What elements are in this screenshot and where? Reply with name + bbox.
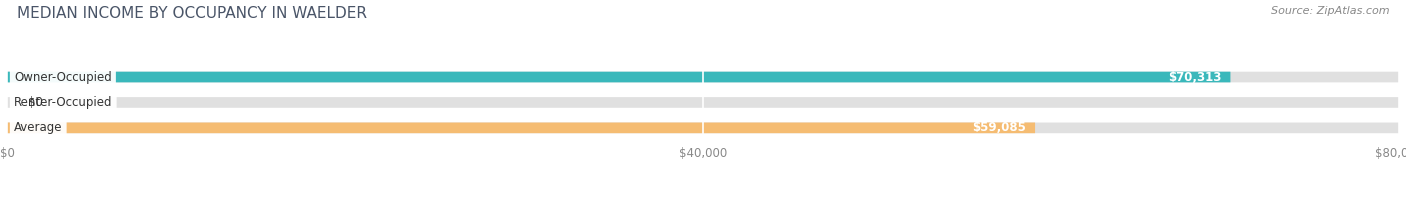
- Text: $0: $0: [28, 96, 42, 109]
- FancyBboxPatch shape: [7, 97, 1399, 108]
- Text: Source: ZipAtlas.com: Source: ZipAtlas.com: [1271, 6, 1389, 16]
- Text: $59,085: $59,085: [973, 121, 1026, 134]
- FancyBboxPatch shape: [7, 72, 1399, 82]
- Text: Renter-Occupied: Renter-Occupied: [14, 96, 112, 109]
- Text: MEDIAN INCOME BY OCCUPANCY IN WAELDER: MEDIAN INCOME BY OCCUPANCY IN WAELDER: [17, 6, 367, 21]
- Text: Average: Average: [14, 121, 62, 134]
- Text: Owner-Occupied: Owner-Occupied: [14, 71, 111, 84]
- FancyBboxPatch shape: [7, 72, 1230, 82]
- FancyBboxPatch shape: [7, 123, 1399, 133]
- Text: $70,313: $70,313: [1168, 71, 1222, 84]
- FancyBboxPatch shape: [7, 123, 1035, 133]
